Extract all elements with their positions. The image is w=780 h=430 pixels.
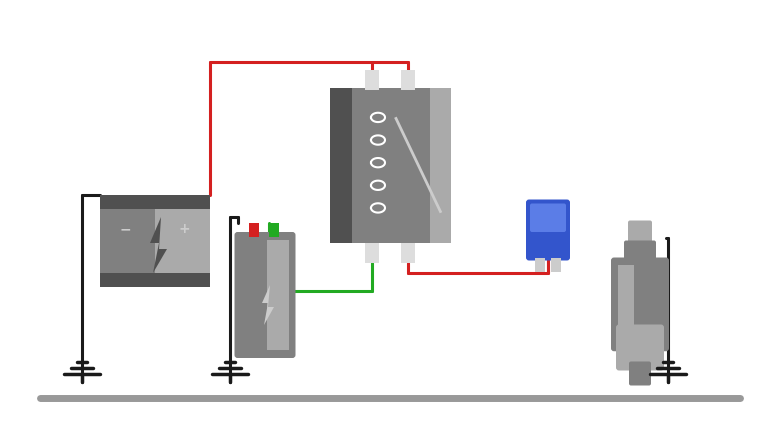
Polygon shape [262,285,274,325]
FancyBboxPatch shape [249,223,259,237]
FancyBboxPatch shape [267,240,289,350]
FancyBboxPatch shape [526,200,570,261]
FancyBboxPatch shape [401,70,415,89]
FancyBboxPatch shape [616,325,664,371]
FancyBboxPatch shape [624,240,656,264]
FancyBboxPatch shape [365,70,379,89]
FancyBboxPatch shape [155,209,210,273]
FancyBboxPatch shape [365,243,379,262]
FancyBboxPatch shape [535,258,545,271]
FancyBboxPatch shape [618,264,633,344]
FancyBboxPatch shape [628,221,652,246]
Polygon shape [150,217,167,273]
FancyBboxPatch shape [235,232,296,358]
FancyBboxPatch shape [629,362,651,386]
Text: +: + [179,222,190,236]
FancyBboxPatch shape [611,258,669,351]
FancyBboxPatch shape [269,223,279,237]
FancyBboxPatch shape [100,195,210,209]
FancyBboxPatch shape [551,258,561,271]
FancyBboxPatch shape [100,209,155,273]
FancyBboxPatch shape [330,87,352,243]
FancyBboxPatch shape [430,87,451,243]
FancyBboxPatch shape [530,203,566,232]
FancyBboxPatch shape [330,87,450,243]
FancyBboxPatch shape [401,243,415,262]
FancyBboxPatch shape [100,273,210,287]
Text: −: − [119,222,131,236]
